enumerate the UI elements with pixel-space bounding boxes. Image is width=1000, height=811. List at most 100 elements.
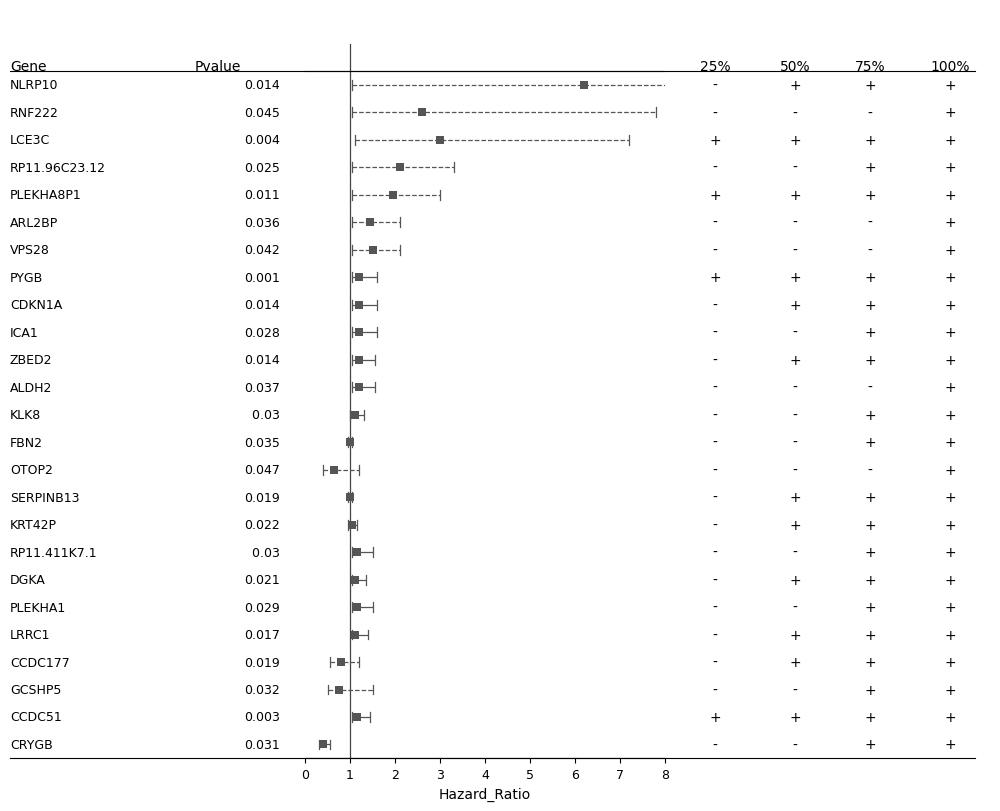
Text: +: +: [864, 354, 876, 367]
Text: FBN2: FBN2: [10, 436, 43, 449]
Text: +: +: [944, 655, 956, 669]
Point: [315, 738, 331, 751]
Point: [351, 354, 367, 367]
Text: -: -: [793, 463, 797, 477]
Text: NLRP10: NLRP10: [10, 79, 58, 92]
Text: SERPINB13: SERPINB13: [10, 491, 80, 504]
Text: PYGB: PYGB: [10, 272, 43, 285]
Point: [342, 436, 358, 449]
Text: +: +: [944, 683, 956, 697]
Text: RP11.411K7.1: RP11.411K7.1: [10, 546, 98, 559]
Text: +: +: [944, 79, 956, 92]
Text: KRT42P: KRT42P: [10, 518, 57, 531]
Point: [346, 409, 362, 422]
Text: -: -: [713, 600, 717, 614]
Text: PLEKHA1: PLEKHA1: [10, 601, 66, 614]
Text: +: +: [789, 79, 801, 92]
Text: 0.035: 0.035: [244, 436, 280, 449]
Text: 0.029: 0.029: [244, 601, 280, 614]
Text: 0.032: 0.032: [244, 683, 280, 696]
Point: [346, 573, 362, 586]
Text: -: -: [713, 408, 717, 423]
Text: +: +: [944, 546, 956, 560]
Text: +: +: [709, 710, 721, 724]
Text: CCDC51: CCDC51: [10, 710, 62, 723]
Text: +: +: [944, 134, 956, 148]
Point: [364, 244, 380, 257]
Text: OTOP2: OTOP2: [10, 464, 53, 477]
Text: -: -: [713, 518, 717, 532]
Text: CRYGB: CRYGB: [10, 738, 53, 751]
Text: 0.001: 0.001: [244, 272, 280, 285]
Text: +: +: [864, 655, 876, 669]
Text: 0.03: 0.03: [248, 409, 280, 422]
Text: +: +: [944, 380, 956, 395]
Point: [362, 217, 378, 230]
Point: [342, 491, 358, 504]
Text: +: +: [709, 134, 721, 148]
Text: +: +: [864, 573, 876, 587]
Text: 25%: 25%: [700, 60, 730, 74]
Text: -: -: [713, 79, 717, 92]
Text: -: -: [793, 243, 797, 257]
Text: +: +: [944, 710, 956, 724]
Text: +: +: [789, 573, 801, 587]
Text: -: -: [713, 354, 717, 367]
Text: +: +: [944, 628, 956, 642]
Text: 0.042: 0.042: [244, 244, 280, 257]
Text: VPS28: VPS28: [10, 244, 50, 257]
Text: ARL2BP: ARL2BP: [10, 217, 58, 230]
Text: -: -: [713, 628, 717, 642]
Text: +: +: [789, 134, 801, 148]
Text: +: +: [864, 271, 876, 285]
Text: 0.003: 0.003: [244, 710, 280, 723]
Text: -: -: [713, 243, 717, 257]
Point: [576, 79, 592, 92]
Text: +: +: [864, 546, 876, 560]
Point: [349, 546, 365, 559]
Text: +: +: [944, 243, 956, 257]
Text: -: -: [793, 106, 797, 120]
Text: +: +: [709, 189, 721, 203]
Text: 0.028: 0.028: [244, 326, 280, 339]
Text: +: +: [864, 710, 876, 724]
Text: 75%: 75%: [855, 60, 885, 74]
Text: -: -: [868, 380, 872, 395]
Text: 0.014: 0.014: [244, 79, 280, 92]
Text: +: +: [944, 573, 956, 587]
Text: +: +: [944, 271, 956, 285]
Text: -: -: [868, 463, 872, 477]
Text: +: +: [944, 491, 956, 504]
Point: [349, 710, 365, 723]
Text: -: -: [793, 436, 797, 449]
Text: +: +: [709, 271, 721, 285]
Text: +: +: [944, 326, 956, 340]
Text: 0.031: 0.031: [244, 738, 280, 751]
Text: -: -: [868, 243, 872, 257]
Text: +: +: [944, 189, 956, 203]
Point: [331, 683, 347, 696]
Text: -: -: [793, 408, 797, 423]
Text: Gene: Gene: [10, 60, 46, 74]
Text: +: +: [789, 298, 801, 312]
Text: +: +: [944, 737, 956, 752]
Text: PLEKHA8P1: PLEKHA8P1: [10, 189, 82, 202]
Point: [392, 161, 408, 174]
Text: +: +: [789, 491, 801, 504]
Text: +: +: [864, 600, 876, 614]
Text: GCSHP5: GCSHP5: [10, 683, 61, 696]
Text: ZBED2: ZBED2: [10, 354, 52, 367]
Text: -: -: [713, 463, 717, 477]
Text: +: +: [944, 436, 956, 449]
Text: +: +: [864, 189, 876, 203]
Text: -: -: [868, 106, 872, 120]
Text: ICA1: ICA1: [10, 326, 39, 339]
Text: KLK8: KLK8: [10, 409, 41, 422]
Text: +: +: [944, 600, 956, 614]
Point: [333, 656, 349, 669]
Text: -: -: [793, 161, 797, 175]
Text: -: -: [713, 491, 717, 504]
Point: [351, 326, 367, 339]
Text: 0.036: 0.036: [244, 217, 280, 230]
Text: CCDC177: CCDC177: [10, 656, 70, 669]
